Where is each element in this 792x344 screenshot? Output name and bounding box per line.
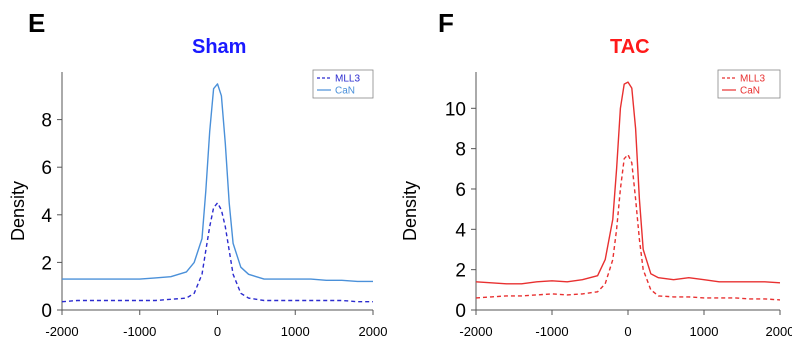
y-tick-label: 10 <box>445 99 466 120</box>
series-line-can <box>475 81 781 285</box>
series-line-mll3 <box>61 202 373 303</box>
series-line-mll3 <box>475 154 781 301</box>
panel-tac: F TAC 0 2 4 6 8 10 -2000 -1000 0 1000 2000 Density M… <box>396 0 792 344</box>
y-tick-label: 0 <box>41 301 52 322</box>
y-tick-label: 4 <box>41 206 52 227</box>
y-tick-label: 8 <box>455 140 466 161</box>
panel-letter: E <box>28 8 46 38</box>
x-tick-label: 1000 <box>281 324 310 339</box>
y-tick-label: 8 <box>41 111 52 132</box>
legend <box>717 69 781 99</box>
y-tick-label: 0 <box>455 301 466 322</box>
series-line-can <box>62 83 373 283</box>
legend-label: MLL3 <box>740 74 765 85</box>
chart-title: TAC <box>610 36 650 58</box>
y-tick-label: 4 <box>455 220 466 241</box>
x-tick-label: -1000 <box>123 324 156 339</box>
x-tick-label: -2000 <box>45 324 78 339</box>
x-tick-label: 1000 <box>690 324 719 339</box>
y-tick-label: 6 <box>455 180 466 201</box>
panel-sham: E Sham 0 2 4 6 8 -2000 -1000 0 1000 2000 Density ML… <box>8 8 388 339</box>
y-axis-label: Density <box>8 181 28 241</box>
x-tick-label: -1000 <box>535 324 568 339</box>
x-tick-label: 0 <box>624 324 631 339</box>
legend-label: CaN <box>740 86 760 97</box>
panel-letter: F <box>438 8 454 38</box>
y-axis-label: Density <box>400 181 420 241</box>
y-tick-label: 2 <box>41 253 52 274</box>
y-tick-label: 6 <box>41 158 52 179</box>
x-tick-label: -2000 <box>459 324 492 339</box>
legend <box>312 69 374 99</box>
x-tick-label: 2000 <box>766 324 792 339</box>
x-tick-label: 0 <box>214 324 221 339</box>
y-tick-label: 2 <box>455 261 466 282</box>
chart-title: Sham <box>192 36 247 58</box>
legend-label: MLL3 <box>335 74 360 85</box>
legend-label: CaN <box>335 86 355 97</box>
x-tick-label: 2000 <box>359 324 388 339</box>
